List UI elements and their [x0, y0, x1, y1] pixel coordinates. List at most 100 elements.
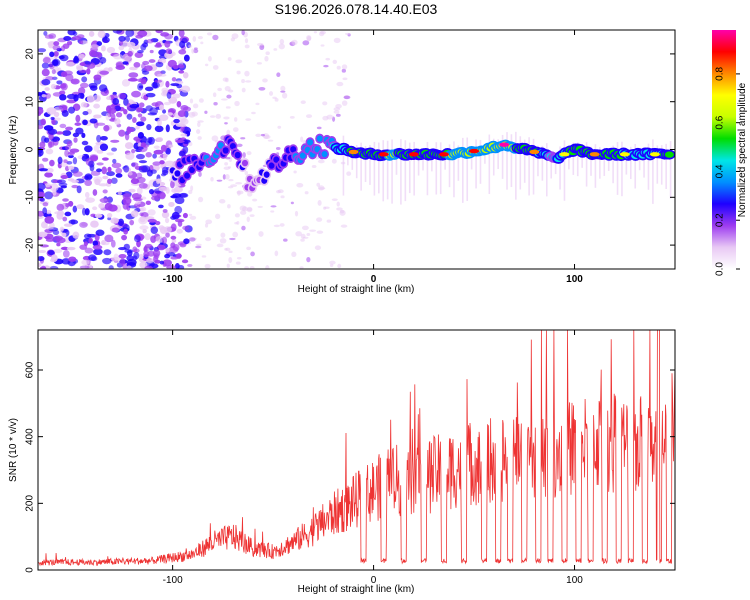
noise-blob: [134, 52, 144, 59]
noise-blob: [79, 82, 89, 89]
noise-blob: [165, 248, 170, 253]
noise-blob: [44, 87, 50, 91]
noise-blob: [76, 185, 82, 194]
noise-blob: [341, 68, 346, 73]
noise-blob: [147, 218, 157, 223]
noise-blob: [99, 197, 110, 204]
noise-blob: [76, 204, 85, 210]
streak: [462, 137, 464, 203]
noise-blob: [224, 85, 231, 92]
noise-blob: [251, 111, 256, 115]
noise-blob: [329, 263, 334, 268]
noise-blob: [45, 148, 54, 155]
noise-blob: [235, 59, 243, 64]
noise-blob: [101, 157, 109, 161]
snr-panel: -100 0 100 0 200 400 600 Height of straight li…: [8, 329, 676, 595]
streak: [479, 139, 482, 184]
ridge-body: [664, 151, 674, 158]
noise-blob: [152, 161, 162, 166]
noise-blob: [164, 160, 175, 167]
noise-blob: [121, 79, 131, 87]
noise-blob: [212, 34, 219, 41]
ridge-body: [229, 142, 236, 150]
noise-blob: [306, 257, 311, 263]
noise-blob: [81, 140, 89, 146]
noise-blob: [257, 205, 263, 208]
noise-blob: [171, 238, 177, 244]
noise-blob: [197, 121, 201, 128]
noise-blob: [316, 217, 323, 222]
noise-blob: [136, 146, 144, 150]
streak: [652, 139, 654, 204]
streak: [669, 141, 672, 199]
noise-blob: [126, 265, 132, 269]
noise-blob: [99, 57, 107, 64]
noise-blob: [280, 85, 286, 92]
ridge-body: [290, 146, 297, 153]
noise-blob: [282, 92, 288, 99]
noise-blob: [154, 125, 164, 133]
noise-blob: [111, 227, 120, 233]
noise-blob: [244, 170, 249, 176]
noise-blob: [46, 107, 57, 115]
noise-blob: [273, 48, 278, 51]
noise-blob: [241, 225, 246, 231]
noise-blob: [275, 146, 281, 150]
noise-blob: [135, 106, 142, 113]
noise-blob: [38, 231, 48, 238]
noise-blob: [53, 248, 63, 254]
noise-blob: [255, 102, 260, 106]
noise-blob: [165, 48, 173, 54]
noise-blob: [161, 211, 170, 219]
noise-blob: [226, 263, 230, 268]
noise-blob: [115, 173, 123, 178]
noise-blob: [224, 156, 231, 160]
noise-blob: [38, 262, 42, 268]
noise-blob: [115, 112, 123, 118]
noise-blob: [107, 217, 112, 221]
noise-blob: [56, 80, 63, 85]
noise-blob: [274, 250, 279, 257]
noise-blob: [246, 246, 252, 251]
ridge-peak: [408, 152, 419, 157]
colorbar-tick-label: 0.4: [715, 164, 726, 178]
streak: [426, 141, 429, 196]
noise-blob: [304, 191, 309, 195]
noise-blob: [126, 41, 136, 48]
noise-blob: [135, 125, 140, 130]
noise-blob: [38, 168, 49, 172]
noise-blob: [192, 35, 197, 42]
noise-blob: [68, 151, 75, 155]
noise-blob: [263, 134, 271, 140]
ridge-body: [307, 139, 314, 146]
snr-xlabel: Height of straight line (km): [298, 584, 415, 595]
noise-blob: [133, 62, 141, 68]
streak: [647, 143, 650, 190]
noise-blob: [210, 115, 216, 118]
noise-blob: [154, 79, 163, 83]
noise-blob: [133, 197, 143, 202]
streak: [515, 131, 517, 200]
noise-blob: [193, 48, 199, 54]
streak: [457, 145, 460, 181]
noise-blob: [145, 151, 152, 158]
noise-blob: [306, 35, 312, 41]
noise-blob: [81, 132, 86, 139]
noise-blob: [180, 133, 188, 137]
noise-blob: [249, 265, 255, 269]
streak: [506, 132, 508, 190]
streak: [492, 138, 495, 176]
noise-blob: [68, 154, 74, 159]
noise-blob: [228, 250, 233, 253]
streak: [585, 142, 588, 187]
noise-blob: [152, 249, 161, 257]
ridge-peak: [619, 152, 630, 157]
noise-blob: [159, 104, 165, 111]
noise-blob: [131, 90, 141, 98]
noise-blob: [309, 229, 316, 232]
noise-blob: [139, 216, 146, 223]
noise-blob: [118, 253, 127, 259]
noise-blob: [272, 96, 277, 100]
ridge-peak: [529, 149, 540, 155]
noise-blob: [180, 85, 191, 93]
